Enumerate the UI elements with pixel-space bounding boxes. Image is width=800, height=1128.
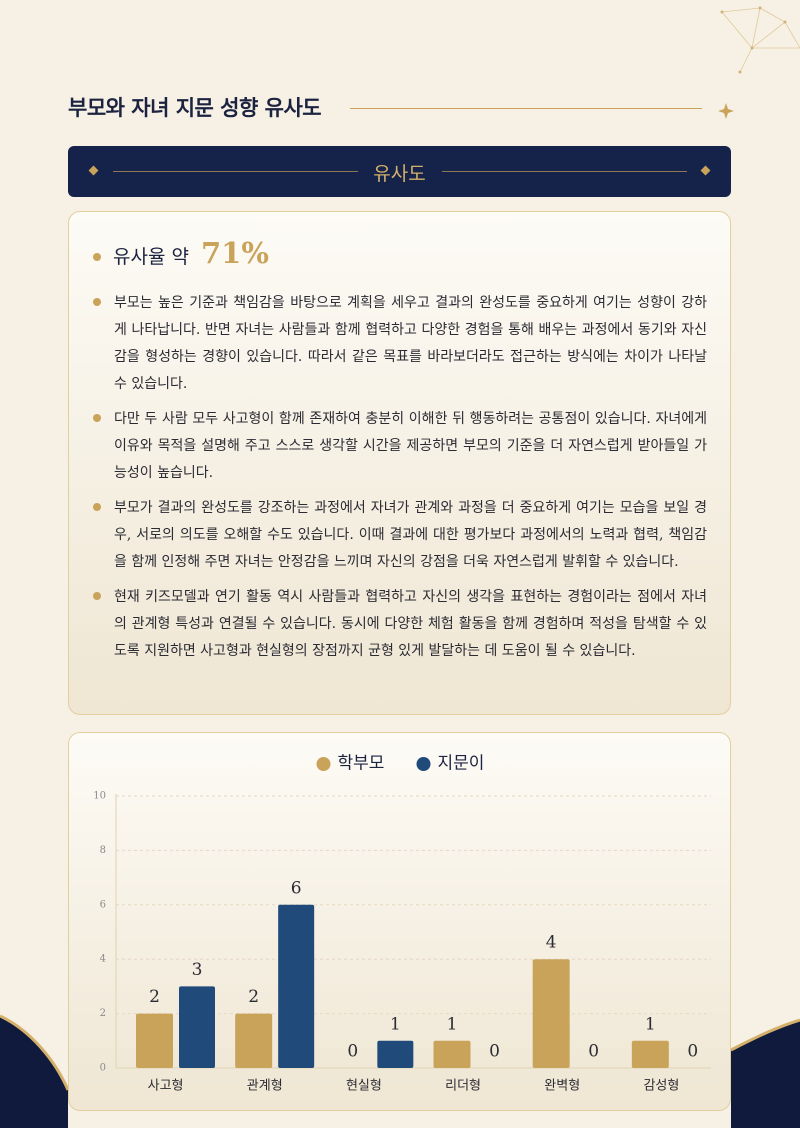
x-tick-label: 관계형 [247,1079,283,1094]
y-tick-label: 4 [100,954,106,965]
summary: 유사율 약 71% [93,236,269,270]
bar [377,1040,414,1068]
data-label: 3 [192,960,203,980]
bar [433,1040,471,1068]
data-label: 1 [390,1014,401,1034]
data-label: 2 [149,987,160,1007]
data-label: 2 [248,987,259,1007]
bar [235,1013,273,1068]
data-label: 0 [347,1042,358,1062]
legend-swatch [416,757,431,771]
x-tick-label: 완벽형 [544,1079,580,1094]
x-tick-label: 현실형 [346,1079,382,1094]
y-tick-label: 6 [100,899,106,910]
bullet: 다만 두 사람 모두 사고형이 함께 존재하여 충분히 이해한 뒤 행동하려는 … [93,406,707,487]
chart-card: 학부모 지문이 0 2 4 6 8 10 사고형 2 3 관계형 2 6 현실형 0 1 리더형 1 0 완벽형 4 0 감성… [68,732,731,1111]
data-label: 0 [687,1042,698,1062]
bar [631,1040,669,1068]
y-tick-label: 10 [93,791,106,802]
data-label: 0 [588,1042,599,1062]
x-tick-label: 리더형 [445,1079,481,1094]
bullet: 부모가 결과의 완성도를 강조하는 과정에서 자녀가 관계와 과정을 더 중요하… [93,495,707,576]
section-title: 유사도 [373,163,426,185]
band-rule [113,171,358,172]
y-tick-label: 2 [100,1008,106,1019]
x-tick-label: 사고형 [148,1079,184,1094]
section-band: 유사도 [68,146,731,197]
legend-swatch [316,757,331,771]
legend-label: 지문이 [438,754,485,774]
y-tick-label: 0 [100,1063,106,1074]
band-rule [442,171,687,172]
bullet-list: 부모는 높은 기준과 책임감을 바탕으로 계획을 세우고 결과의 완성도를 중요… [93,290,707,673]
data-label: 1 [447,1014,458,1034]
bullet: 부모는 높은 기준과 책임감을 바탕으로 계획을 세우고 결과의 완성도를 중요… [93,290,707,398]
bar [179,986,215,1068]
bullet: 현재 키즈모델과 연기 활동 역시 사람들과 협력하고 자신의 생각을 표현하는… [93,584,707,665]
bar [136,1013,173,1068]
bar [278,904,315,1068]
summary-value: 71% [200,236,269,270]
bar [532,959,570,1068]
x-tick-label: 감성형 [643,1079,679,1094]
data-label: 1 [645,1014,656,1034]
bullet-dot [93,253,101,261]
y-tick-label: 8 [100,845,106,856]
page-title: 부모와 자녀 지문 성향 유사도 [68,95,322,120]
legend-label: 학부모 [338,754,385,774]
data-label: 0 [489,1042,500,1062]
data-label: 4 [546,933,557,953]
summary-card: 유사율 약 71% 부모는 높은 기준과 책임감을 바탕으로 계획을 세우고 결… [68,211,731,715]
summary-label: 유사율 약 [113,246,189,268]
data-label: 6 [291,878,302,898]
title-rule [350,108,702,109]
chart: 학부모 지문이0246810사고형23관계형26현실형01리더형10완벽형40감성… [93,754,711,1094]
